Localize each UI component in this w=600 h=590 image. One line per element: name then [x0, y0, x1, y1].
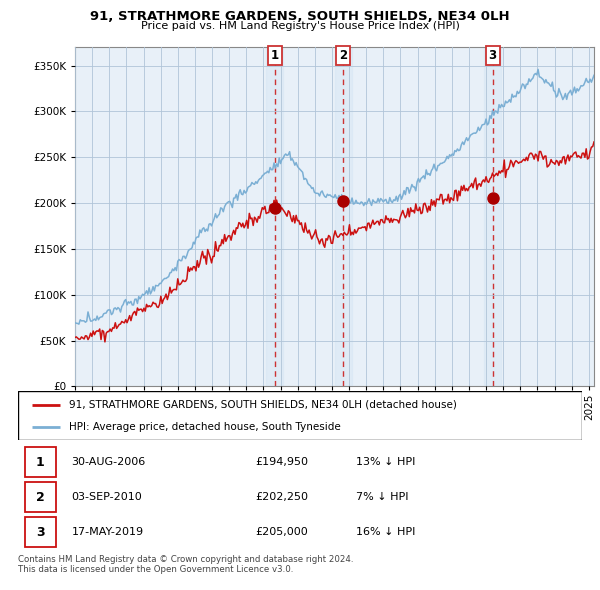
Text: Contains HM Land Registry data © Crown copyright and database right 2024.
This d: Contains HM Land Registry data © Crown c…: [18, 555, 353, 574]
Bar: [335, 47, 352, 386]
Text: 91, STRATHMORE GARDENS, SOUTH SHIELDS, NE34 0LH: 91, STRATHMORE GARDENS, SOUTH SHIELDS, N…: [90, 10, 510, 23]
Text: £205,000: £205,000: [255, 527, 308, 537]
Text: 2: 2: [340, 49, 347, 62]
Bar: [25, 447, 56, 477]
Bar: [25, 517, 56, 548]
Text: 2: 2: [36, 490, 44, 504]
Text: Price paid vs. HM Land Registry's House Price Index (HPI): Price paid vs. HM Land Registry's House …: [140, 21, 460, 31]
Text: 1: 1: [271, 49, 279, 62]
Text: HPI: Average price, detached house, South Tyneside: HPI: Average price, detached house, Sout…: [69, 422, 341, 432]
Text: £202,250: £202,250: [255, 492, 308, 502]
Text: 7% ↓ HPI: 7% ↓ HPI: [356, 492, 409, 502]
Text: 16% ↓ HPI: 16% ↓ HPI: [356, 527, 416, 537]
Bar: [484, 47, 501, 386]
Text: £194,950: £194,950: [255, 457, 308, 467]
Text: 30-AUG-2006: 30-AUG-2006: [71, 457, 146, 467]
Bar: [266, 47, 283, 386]
Text: 03-SEP-2010: 03-SEP-2010: [71, 492, 142, 502]
Text: 17-MAY-2019: 17-MAY-2019: [71, 527, 144, 537]
Text: 3: 3: [36, 526, 44, 539]
Bar: [25, 482, 56, 512]
Text: 13% ↓ HPI: 13% ↓ HPI: [356, 457, 416, 467]
Text: 1: 1: [36, 455, 44, 468]
Text: 91, STRATHMORE GARDENS, SOUTH SHIELDS, NE34 0LH (detached house): 91, STRATHMORE GARDENS, SOUTH SHIELDS, N…: [69, 399, 457, 409]
Text: 3: 3: [488, 49, 497, 62]
